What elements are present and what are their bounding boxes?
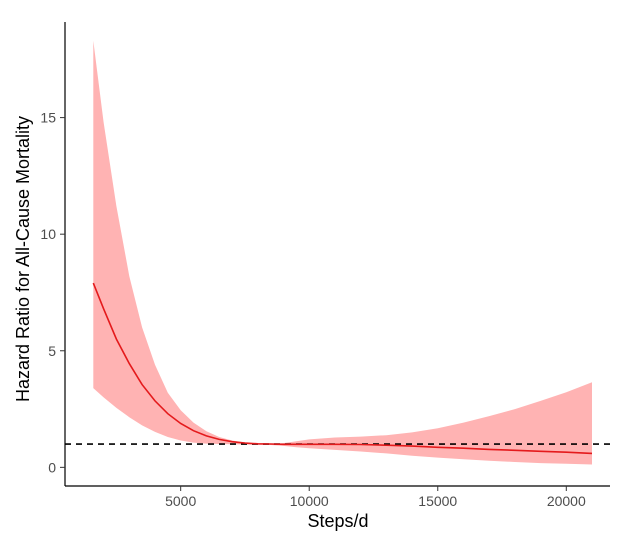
y-tick-label: 0 [48,459,56,475]
x-axis-title: Steps/d [307,511,368,531]
hazard-ratio-line [92,282,593,455]
x-tick-label: 15000 [418,493,457,509]
x-tick-label: 10000 [290,493,329,509]
x-tick-label: 5000 [165,493,196,509]
plot-area [65,40,610,465]
y-tick-label: 5 [48,343,56,359]
x-tick-label: 20000 [547,493,586,509]
axes: 5000 10000 15000 20000 0 5 10 15 [40,22,610,509]
y-axis-title: Hazard Ratio for All-Cause Mortality [13,116,33,402]
confidence-band [93,40,593,465]
y-tick-label: 10 [40,226,56,242]
y-tick-label: 15 [40,110,56,126]
